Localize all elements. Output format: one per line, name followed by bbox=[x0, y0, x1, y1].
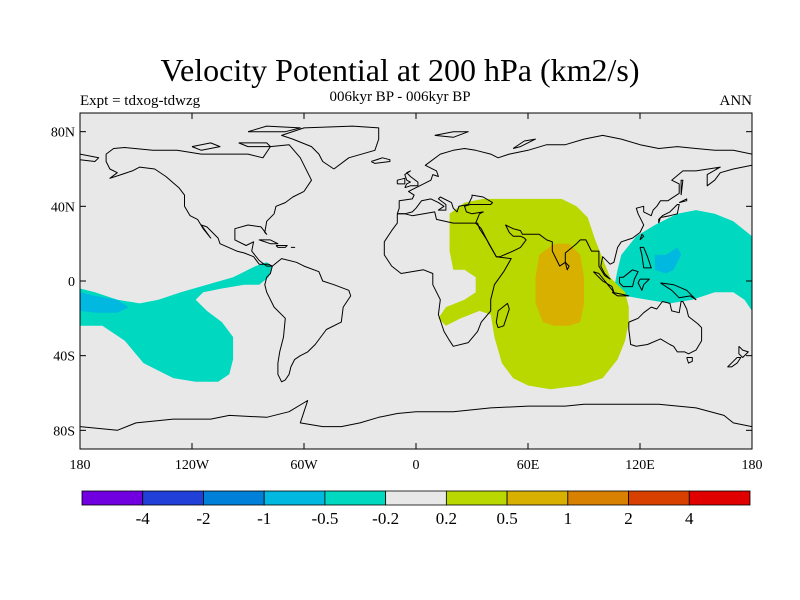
coastline-26 bbox=[258, 239, 279, 245]
axis-ticks: 80N 40N 0 40S 80S 180 120W 60W 0 60E 120E 180 bbox=[51, 113, 763, 473]
colorbar-swatch bbox=[203, 490, 265, 506]
colorbar-swatch bbox=[688, 490, 751, 506]
colorbar-label: -2 bbox=[196, 509, 210, 528]
colorbar-swatch bbox=[385, 490, 447, 506]
lon-tick-label: 120W bbox=[175, 458, 210, 473]
lon-tick-label: 60W bbox=[290, 458, 318, 473]
colorbar-label: -0.5 bbox=[311, 509, 338, 528]
lat-tick-label: 40S bbox=[53, 350, 75, 365]
colorbar-label: 4 bbox=[685, 509, 694, 528]
coastline-20 bbox=[678, 198, 688, 204]
colorbar-label: 1 bbox=[564, 509, 573, 528]
coastline-18 bbox=[639, 233, 645, 241]
colorbar-swatch bbox=[567, 490, 629, 506]
chart-subtitle: 006kyr BP - 006kyr BP bbox=[329, 89, 471, 105]
colorbar-swatch bbox=[324, 490, 387, 506]
coastline-0 bbox=[105, 144, 312, 267]
colorbar-swatch bbox=[445, 490, 508, 506]
lat-tick-label: 80N bbox=[51, 126, 75, 141]
colorbar: -4 -2 -1 -0.5 -0.2 0.2 0.5 1 2 4 bbox=[81, 490, 751, 528]
contour-region-pacific-east-core bbox=[80, 292, 129, 313]
coastline-8 bbox=[396, 177, 406, 185]
colorbar-swatch bbox=[506, 490, 569, 506]
coastline-10 bbox=[495, 302, 510, 329]
contour-fill-layer bbox=[80, 198, 752, 390]
coastline-34 bbox=[512, 138, 536, 149]
contour-region-pacific-west-core bbox=[654, 247, 682, 274]
chart-title: Velocity Potential at 200 hPa (km2/s) bbox=[160, 52, 640, 88]
coastline-21 bbox=[680, 179, 684, 196]
experiment-label: Expt = tdxog-tdwzg bbox=[80, 93, 201, 109]
coastline-11 bbox=[564, 261, 570, 271]
season-label: ANN bbox=[719, 93, 753, 109]
coastline-5 bbox=[80, 153, 100, 162]
coastline-6 bbox=[397, 164, 752, 280]
coastline-17 bbox=[639, 246, 652, 269]
colorbar-swatch bbox=[628, 490, 690, 506]
lat-tick-label: 0 bbox=[68, 275, 75, 290]
colorbar-label: 0.2 bbox=[436, 509, 457, 528]
coastline-30 bbox=[238, 142, 271, 148]
coastline-3 bbox=[383, 211, 512, 347]
coastline-2 bbox=[281, 125, 380, 170]
coastline-7 bbox=[404, 170, 419, 189]
coastline-23 bbox=[686, 357, 693, 364]
lon-tick-label: 180 bbox=[70, 458, 91, 473]
lon-tick-label: 180 bbox=[742, 458, 763, 473]
colorbar-label: 2 bbox=[624, 509, 633, 528]
lat-tick-label: 80S bbox=[53, 424, 75, 439]
coastline-33 bbox=[434, 131, 469, 138]
lat-tick-label: 40N bbox=[51, 200, 75, 215]
coastline-9 bbox=[370, 157, 391, 164]
contour-region-pacific-west-positive bbox=[613, 210, 752, 311]
coastline-22 bbox=[628, 301, 703, 355]
coastline-1 bbox=[264, 258, 352, 383]
colorbar-label: 0.5 bbox=[496, 509, 517, 528]
lon-tick-label: 0 bbox=[413, 458, 420, 473]
coastline-31 bbox=[191, 142, 221, 151]
contour-region-indian-ocean-negative bbox=[438, 198, 629, 390]
colorbar-swatch bbox=[263, 490, 326, 506]
coastline-27 bbox=[275, 245, 288, 248]
coastline-19 bbox=[658, 204, 680, 224]
coastline-13 bbox=[611, 291, 630, 297]
coastline-layer bbox=[80, 125, 752, 431]
colorbar-label: -1 bbox=[257, 509, 271, 528]
coastline-29 bbox=[80, 400, 752, 431]
coastline-24 bbox=[738, 345, 749, 358]
colorbar-label: -4 bbox=[136, 509, 151, 528]
lon-tick-label: 120E bbox=[625, 458, 655, 473]
lon-tick-label: 60E bbox=[517, 458, 540, 473]
coastline-15 bbox=[637, 278, 650, 291]
colorbar-swatch bbox=[142, 490, 204, 506]
colorbar-swatch bbox=[81, 490, 144, 506]
contour-region-indian-ocean-core bbox=[535, 243, 584, 326]
contour-region-pacific-east-positive bbox=[80, 262, 273, 382]
coastline-32 bbox=[247, 125, 301, 133]
coastline-25 bbox=[727, 357, 742, 368]
coastline-4 bbox=[396, 134, 752, 214]
coastline-16 bbox=[660, 282, 697, 301]
colorbar-label: -0.2 bbox=[372, 509, 399, 528]
coastline-14 bbox=[619, 269, 639, 288]
